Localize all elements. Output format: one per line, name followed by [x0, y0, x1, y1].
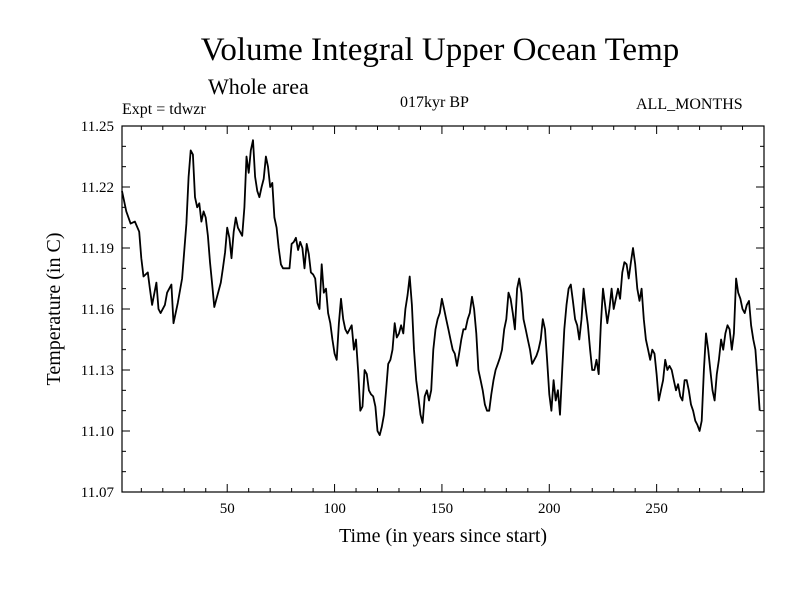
x-tick-label: 100	[323, 501, 346, 517]
chart-subtitle: Whole area	[208, 74, 309, 99]
y-axis-label: Temperature (in C)	[43, 233, 65, 386]
y-tick-label: 11.25	[81, 119, 114, 135]
x-tick-label: 50	[220, 501, 235, 517]
x-axis-label: Time (in years since start)	[339, 525, 547, 547]
experiment-label: Expt = tdwzr	[122, 101, 206, 118]
y-tick-label: 11.10	[81, 424, 114, 440]
x-tick-label: 250	[645, 501, 668, 517]
series-line	[121, 139, 761, 436]
y-tick-label: 11.07	[81, 485, 115, 501]
x-tick-label: 150	[431, 501, 454, 517]
period-label: 017kyr BP	[400, 94, 469, 111]
plot-frame	[121, 125, 765, 493]
y-tick-label: 11.19	[81, 241, 114, 257]
months-label: ALL_MONTHS	[636, 96, 743, 113]
y-tick-label: 11.13	[81, 363, 114, 379]
chart-title: Volume Integral Upper Ocean Temp	[200, 32, 680, 68]
x-tick-label: 200	[538, 501, 561, 517]
y-tick-label: 11.16	[81, 302, 115, 318]
y-tick-label: 11.22	[81, 180, 114, 196]
